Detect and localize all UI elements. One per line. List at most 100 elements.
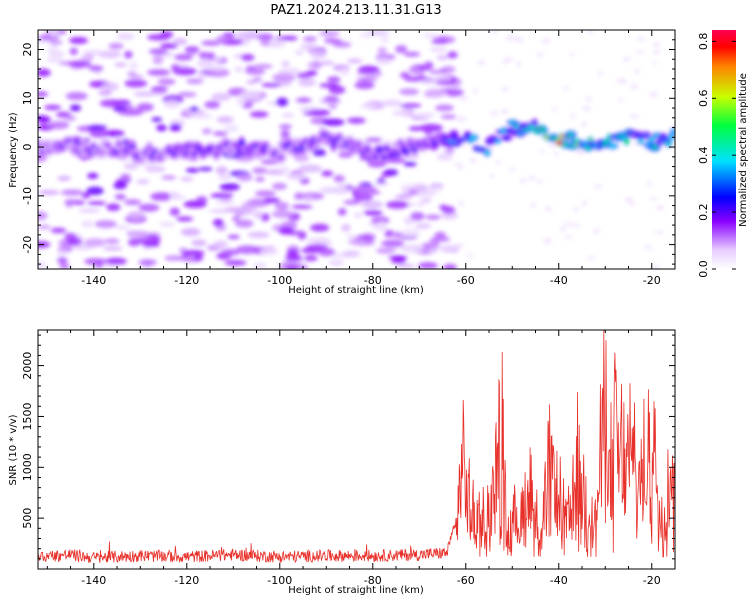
- heatmap-cell: [241, 103, 253, 109]
- heatmap-cell: [513, 36, 521, 42]
- heatmap-cell: [259, 247, 279, 256]
- heatmap-cell: [142, 241, 160, 248]
- heatmap-cell: [234, 219, 254, 228]
- heatmap-cell: [163, 99, 181, 109]
- x-tick-label: -40: [550, 574, 568, 587]
- heatmap-cell: [586, 256, 596, 260]
- heatmap-cell: [296, 72, 313, 79]
- heatmap-cell: [452, 162, 463, 166]
- heatmap-cell: [201, 40, 222, 46]
- colorbar-ticks: 0.0 0.2 0.4 0.6 0.8: [697, 33, 736, 278]
- heatmap-cell: [129, 61, 139, 70]
- heatmap-cell: [347, 117, 366, 124]
- heatmap-cell: [126, 231, 149, 239]
- heatmap-cell: [104, 142, 112, 148]
- heatmap-cell: [319, 30, 340, 37]
- heatmap-cell: [38, 68, 51, 77]
- heatmap-cell: [235, 245, 260, 255]
- heatmap-cell: [236, 148, 242, 153]
- heatmap-cell: [298, 164, 323, 173]
- heatmap-cell: [238, 140, 245, 146]
- heatmap-cell: [458, 200, 464, 207]
- heatmap-cell: [484, 150, 491, 155]
- y-tick-label: 2000: [21, 352, 34, 380]
- heatmap-cell: [424, 61, 434, 71]
- heatmap-cell: [438, 244, 457, 253]
- heatmap-cell: [123, 162, 139, 171]
- heatmap-cell: [337, 208, 347, 216]
- heatmap-cell: [444, 88, 464, 97]
- x-tick-label: -120: [174, 574, 199, 587]
- heatmap-cell: [366, 30, 390, 36]
- heatmap-cell: [340, 67, 350, 76]
- heatmap-cell: [161, 175, 177, 180]
- heatmap-cell: [434, 231, 446, 239]
- heatmap-cell: [57, 256, 68, 264]
- heatmap-cell: [147, 145, 152, 150]
- heatmap-cell: [180, 176, 194, 182]
- heatmap-cell: [218, 175, 232, 180]
- heatmap-cell: [183, 200, 207, 208]
- heatmap-cell: [436, 152, 454, 161]
- heatmap-cell: [239, 90, 262, 100]
- heatmap-cell: [429, 47, 448, 53]
- heatmap-cell: [253, 210, 263, 219]
- heatmap-cell: [323, 95, 339, 103]
- heatmap-cell: [422, 32, 438, 39]
- heatmap-cell: [629, 200, 635, 207]
- heatmap-cell: [491, 30, 499, 34]
- heatmap-cell: [177, 92, 197, 98]
- heatmap-cell: [500, 108, 509, 115]
- heatmap-cell: [295, 49, 304, 56]
- heatmap-cell: [309, 49, 327, 59]
- heatmap-cell: [424, 88, 449, 97]
- heatmap-cell: [671, 129, 675, 135]
- heatmap-cell: [67, 237, 83, 246]
- heatmap-cell: [637, 139, 644, 144]
- heatmap-cell: [410, 69, 425, 75]
- heatmap-cell: [114, 193, 126, 200]
- heatmap-cell: [637, 37, 646, 42]
- heatmap-cell: [403, 161, 417, 167]
- heatmap-cell: [495, 160, 501, 165]
- heatmap-cell: [150, 192, 174, 201]
- heatmap-cell: [332, 41, 352, 48]
- heatmap-cell: [394, 256, 405, 262]
- heatmap-cell: [328, 260, 345, 266]
- heatmap-cell: [473, 88, 478, 94]
- heatmap-cell: [333, 174, 345, 183]
- heatmap-cell: [425, 214, 441, 220]
- colorbar-tick-label: 0.8: [697, 33, 710, 51]
- heatmap-cell: [528, 175, 536, 181]
- heatmap-cell: [630, 114, 639, 119]
- heatmap-cell: [403, 51, 421, 57]
- heatmap-cell: [186, 51, 198, 56]
- heatmap-cell: [381, 239, 405, 248]
- heatmap-cell: [354, 81, 375, 90]
- heatmap-cell: [310, 223, 330, 232]
- heatmap-cell: [519, 178, 527, 184]
- heatmap-cell: [515, 61, 523, 67]
- heatmap-cell: [196, 59, 214, 68]
- heatmap-cell: [89, 129, 109, 138]
- heatmap-cell: [307, 61, 323, 69]
- heatmap-cell: [439, 204, 449, 211]
- heatmap-cell: [527, 124, 536, 130]
- heatmap-cell: [44, 105, 62, 110]
- heatmap-cell: [298, 78, 317, 87]
- heatmap-cell: [400, 244, 425, 254]
- heatmap-cell: [234, 66, 244, 73]
- heatmap-cell: [361, 200, 384, 209]
- heatmap-cell: [64, 199, 85, 204]
- heatmap-cell: [87, 172, 99, 180]
- heatmap-cell: [619, 78, 628, 84]
- heatmap-cell: [412, 185, 429, 192]
- x-tick-label: -140: [81, 574, 106, 587]
- heatmap-cell: [291, 204, 313, 209]
- y-tick-label: 500: [21, 508, 34, 529]
- heatmap-cell: [223, 124, 239, 133]
- heatmap-cell: [443, 263, 457, 269]
- snr-series-line: [38, 330, 675, 564]
- heatmap-cell: [38, 115, 52, 124]
- heatmap-cell: [450, 84, 461, 89]
